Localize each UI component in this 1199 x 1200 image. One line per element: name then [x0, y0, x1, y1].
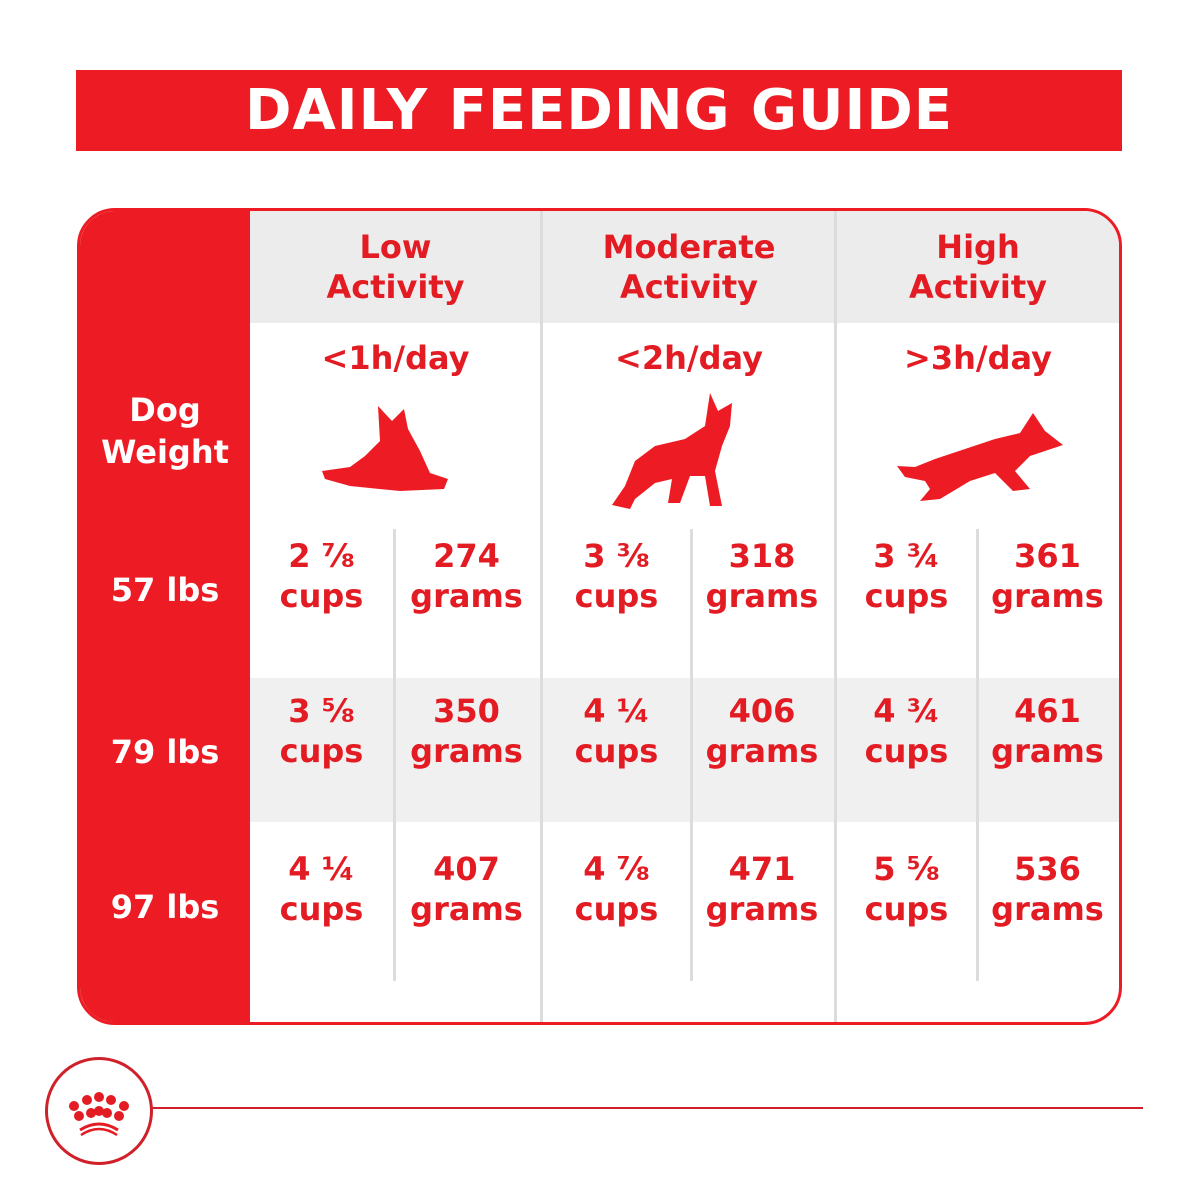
standing-dog-icon — [612, 393, 732, 509]
grams-value: 274 grams — [393, 536, 540, 616]
amount: 4 ¾ — [873, 692, 940, 730]
grams-value: 361 grams — [976, 536, 1119, 616]
amount: 406 — [728, 692, 796, 730]
cups-value: 5 ⅝ cups — [837, 849, 976, 929]
grams-value: 318 grams — [690, 536, 834, 616]
amount: 350 — [433, 692, 500, 730]
unit: cups — [279, 890, 364, 928]
unit: grams — [705, 732, 819, 770]
cups-value: 2 ⅞ cups — [250, 536, 393, 616]
unit: grams — [705, 577, 819, 615]
amount: 461 — [1014, 692, 1081, 730]
weight-97: 97 lbs — [110, 888, 220, 926]
amount: 3 ¾ — [873, 537, 940, 575]
running-dog-icon — [897, 413, 1063, 501]
header-moderate: Moderate Activity — [543, 211, 835, 323]
royal-canin-crown-icon — [45, 1057, 153, 1165]
weight-57: 57 lbs — [110, 571, 220, 609]
divider — [690, 529, 693, 981]
unit: grams — [705, 890, 819, 928]
weight-header: Dog Weight — [101, 391, 229, 471]
divider — [976, 529, 979, 981]
unit: cups — [279, 732, 364, 770]
time-high: >3h/day — [904, 339, 1052, 377]
amount: 4 ¼ — [583, 692, 650, 730]
unit: grams — [410, 890, 523, 928]
cups-value: 4 ¼ cups — [250, 849, 393, 929]
unit: grams — [991, 890, 1104, 928]
grams-value: 350 grams — [393, 691, 540, 771]
page-title: DAILY FEEDING GUIDE — [76, 70, 1122, 151]
unit: cups — [864, 577, 949, 615]
header-high: High Activity — [837, 211, 1119, 323]
unit: cups — [279, 577, 364, 615]
unit: cups — [574, 732, 659, 770]
unit: grams — [410, 577, 523, 615]
header-low: Low Activity — [250, 211, 541, 323]
unit: cups — [864, 732, 949, 770]
weight-79: 79 lbs — [110, 733, 220, 771]
amount: 5 ⅝ — [873, 850, 940, 888]
grams-value: 536 grams — [976, 849, 1119, 929]
unit: cups — [864, 890, 949, 928]
divider — [834, 211, 837, 1022]
amount: 4 ⅞ — [583, 850, 650, 888]
cups-value: 4 ⅞ cups — [543, 849, 690, 929]
amount: 536 — [1014, 850, 1081, 888]
grams-value: 471 grams — [690, 849, 834, 929]
time-moderate: <2h/day — [615, 339, 763, 377]
cups-value: 4 ¼ cups — [543, 691, 690, 771]
amount: 274 — [433, 537, 500, 575]
cups-value: 3 ⅜ cups — [543, 536, 690, 616]
unit: grams — [991, 577, 1104, 615]
cups-value: 4 ¾ cups — [837, 691, 976, 771]
feeding-table: Dog Weight 57 lbs 79 lbs 97 lbs Low Acti… — [77, 208, 1122, 1025]
amount: 318 — [728, 537, 796, 575]
grams-value: 461 grams — [976, 691, 1119, 771]
amount: 3 ⅜ — [583, 537, 650, 575]
cups-value: 3 ⅝ cups — [250, 691, 393, 771]
time-low: <1h/day — [321, 339, 470, 377]
cups-value: 3 ¾ cups — [837, 536, 976, 616]
unit: grams — [410, 732, 523, 770]
divider — [540, 211, 543, 1022]
unit: cups — [574, 890, 659, 928]
amount: 4 ¼ — [288, 850, 355, 888]
weight-column: Dog Weight 57 lbs 79 lbs 97 lbs — [80, 211, 250, 1022]
amount: 407 — [433, 850, 500, 888]
grams-value: 406 grams — [690, 691, 834, 771]
amount: 471 — [728, 850, 796, 888]
grams-value: 407 grams — [393, 849, 540, 929]
unit: cups — [574, 577, 659, 615]
divider — [393, 529, 396, 981]
lying-dog-icon — [322, 406, 448, 491]
unit: grams — [991, 732, 1104, 770]
amount: 361 — [1014, 537, 1081, 575]
amount: 2 ⅞ — [288, 537, 355, 575]
amount: 3 ⅝ — [288, 692, 355, 730]
footer-line — [150, 1107, 1143, 1109]
